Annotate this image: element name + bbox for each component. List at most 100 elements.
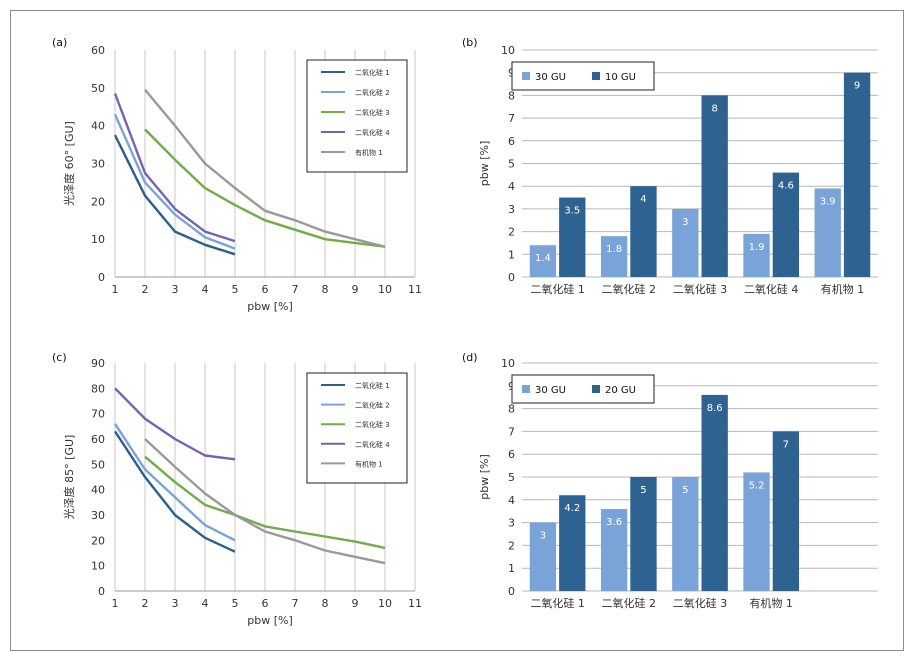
y-tick-label: 40 (91, 120, 105, 133)
y-tick-label: 30 (91, 158, 105, 171)
data-label: 4.2 (564, 503, 580, 514)
series-line-1 (113, 134, 236, 256)
x-tick-label: 11 (408, 283, 422, 296)
y-tick-label: 0 (98, 585, 105, 598)
data-label: 8.6 (707, 403, 723, 414)
y-tick-label: 60 (91, 44, 105, 57)
data-label: 5.2 (749, 480, 765, 491)
legend-entry: 二氧化硅 1 (355, 381, 390, 390)
data-label: 1.8 (606, 244, 622, 255)
x-tick-label: 二氧化硅 4 (744, 282, 799, 296)
y-tick-label: 50 (91, 82, 105, 95)
bar (559, 197, 586, 277)
series-line-5 (144, 88, 386, 248)
legend-entry: 二氧化硅 3 (355, 420, 390, 429)
y-tick-label: 30 (91, 509, 105, 522)
bar (672, 477, 699, 591)
data-label: 5 (682, 485, 688, 496)
data-label: 4 (640, 194, 646, 205)
x-tick-label: 4 (202, 597, 209, 610)
legend-entry: 二氧化硅 4 (355, 440, 390, 449)
x-tick-label: 二氧化硅 2 (602, 596, 657, 610)
y-tick-label: 70 (91, 408, 105, 421)
bar (743, 233, 770, 277)
y-tick-label: 3 (508, 203, 515, 216)
legend-entry: 10 GU (605, 72, 636, 83)
bar (529, 522, 557, 591)
x-tick-label: 6 (262, 283, 269, 296)
bar (529, 245, 557, 277)
legend-entry: 30 GU (535, 385, 566, 396)
x-tick-label: 1 (112, 283, 119, 296)
y-tick-label: 8 (508, 89, 515, 102)
x-tick-label: 二氧化硅 3 (673, 282, 728, 296)
y-tick-label: 4 (508, 494, 515, 507)
x-tick-label: 5 (232, 597, 239, 610)
bar (701, 394, 728, 591)
y-axis-label: 光泽度 60° [GU] (62, 121, 76, 206)
y-tick-label: 8 (508, 403, 515, 416)
x-tick-label: 2 (142, 283, 149, 296)
x-tick-label: 10 (378, 283, 392, 296)
y-tick-label: 6 (508, 448, 515, 461)
bar (743, 472, 770, 591)
y-axis-label: 光泽度 85° [GU] (62, 435, 76, 520)
x-tick-label: 9 (352, 597, 359, 610)
x-tick-label: 二氧化硅 2 (602, 282, 657, 296)
y-tick-label: 1 (508, 562, 515, 575)
series-line-1 (113, 430, 236, 553)
x-tick-label: 2 (142, 597, 149, 610)
legend-swatch (522, 385, 530, 393)
x-tick-label: 二氧化硅 1 (530, 282, 585, 296)
legend-entry: 二氧化硅 2 (355, 88, 390, 97)
legend-entry: 20 GU (605, 385, 636, 396)
legend-swatch (592, 72, 600, 80)
legend-box (306, 59, 408, 173)
legend-entry: 二氧化硅 4 (355, 128, 390, 137)
y-tick-label: 6 (508, 135, 515, 148)
y-tick-label: 0 (508, 585, 515, 598)
y-axis-label: pbw [%] (478, 141, 491, 187)
data-label: 3.9 (820, 196, 836, 207)
panel-label: (d) (462, 351, 478, 364)
y-tick-label: 7 (508, 112, 515, 125)
x-tick-label: 8 (322, 283, 329, 296)
data-label: 4.6 (778, 181, 794, 192)
panel-label: (b) (462, 36, 478, 49)
y-axis-label: pbw [%] (478, 454, 491, 500)
bar (701, 95, 728, 278)
x-tick-label: 3 (172, 597, 179, 610)
legend-box (511, 374, 655, 404)
legend-entry: 二氧化硅 2 (355, 401, 390, 410)
data-label: 8 (711, 103, 717, 114)
y-tick-label: 1 (508, 248, 515, 261)
data-label: 3 (540, 531, 546, 542)
series-line-4 (114, 387, 236, 461)
series-line-2 (113, 423, 236, 542)
legend-box (306, 372, 408, 484)
bar (772, 172, 800, 277)
series-line-3 (144, 128, 386, 248)
bar (772, 431, 800, 591)
series-line-5 (144, 438, 386, 565)
x-tick-label: 10 (378, 597, 392, 610)
x-tick-label: 1 (112, 597, 119, 610)
bar (672, 208, 699, 277)
y-tick-label: 80 (91, 382, 105, 395)
bar (600, 508, 628, 591)
chart-panel-3: (c) 光泽度 85° [GU] 1 2 3 4 5 6 7 8 9 10 11 0 10 20 30 40 50 6… (52, 351, 422, 627)
legend-box (511, 61, 655, 91)
x-tick-label: 3 (172, 283, 179, 296)
x-tick-label: 二氧化硅 3 (673, 596, 728, 610)
x-axis-label: pbw [%] (247, 300, 293, 313)
data-label: 1.4 (535, 253, 551, 264)
chart-panel-2: (b) pbw [%] 0 1 2 3 4 5 6 7 8 9 10 1.4 3.5 二氧化硅 1 1.8 4 二氧… (462, 36, 878, 296)
legend-entry: 二氧化硅 1 (355, 68, 390, 77)
y-tick-label: 10 (91, 233, 105, 246)
y-tick-label: 50 (91, 458, 105, 471)
data-label: 5 (640, 485, 646, 496)
y-tick-label: 10 (91, 560, 105, 573)
y-tick-label: 2 (508, 539, 515, 552)
series-line-4 (113, 93, 236, 243)
bar (630, 186, 657, 277)
